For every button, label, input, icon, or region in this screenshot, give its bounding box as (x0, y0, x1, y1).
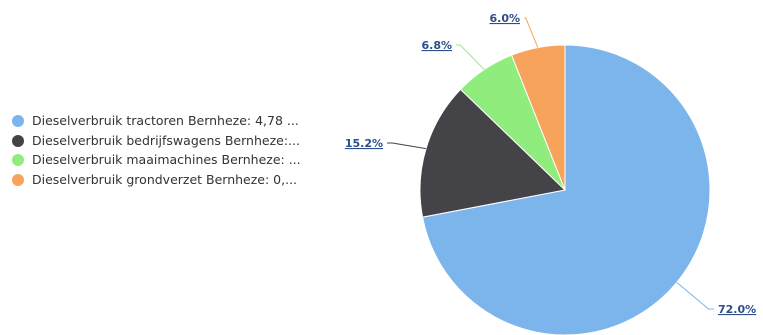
connector-tractoren (676, 282, 714, 310)
legend-swatch-bedrijfswagens (12, 134, 24, 147)
legend-swatch-maaimachines (12, 154, 24, 166)
legend-item-bedrijfswagens[interactable]: Dieselverbruik bedrijfswagens Bernheze:.… (12, 133, 301, 149)
legend-swatch-tractoren (12, 115, 24, 127)
legend-label-bedrijfswagens: Dieselverbruik bedrijfswagens Bernheze:.… (32, 132, 300, 148)
pie-slice-tractoren[interactable] (421, 44, 711, 335)
connector-maaimachines (456, 44, 485, 70)
data-label-bedrijfswagens: 15.2% (345, 137, 383, 150)
legend-item-tractoren[interactable]: Dieselverbruik tractoren Bernheze: 4,78 … (12, 113, 301, 129)
data-label-maaimachines: 6.8% (421, 39, 452, 52)
legend: Dieselverbruik tractoren Bernheze: 4,78 … (12, 113, 301, 188)
legend-label-maaimachines: Dieselverbruik maaimachines Bernheze: ..… (32, 152, 301, 167)
data-label-tractoren: 72.0% (718, 303, 756, 316)
legend-item-grondverzet[interactable]: Dieselverbruik grondverzet Bernheze: 0,.… (12, 172, 301, 188)
data-label-grondverzet: 6.0% (489, 12, 520, 25)
legend-swatch-grondverzet (12, 173, 24, 186)
legend-label-grondverzet: Dieselverbruik grondverzet Bernheze: 0,.… (32, 171, 298, 187)
legend-label-tractoren: Dieselverbruik tractoren Bernheze: 4,78 … (32, 113, 299, 128)
connector-bedrijfswagens (387, 142, 427, 150)
legend-item-maaimachines[interactable]: Dieselverbruik maaimachines Bernheze: ..… (12, 152, 301, 168)
connector-grondverzet (524, 17, 539, 48)
